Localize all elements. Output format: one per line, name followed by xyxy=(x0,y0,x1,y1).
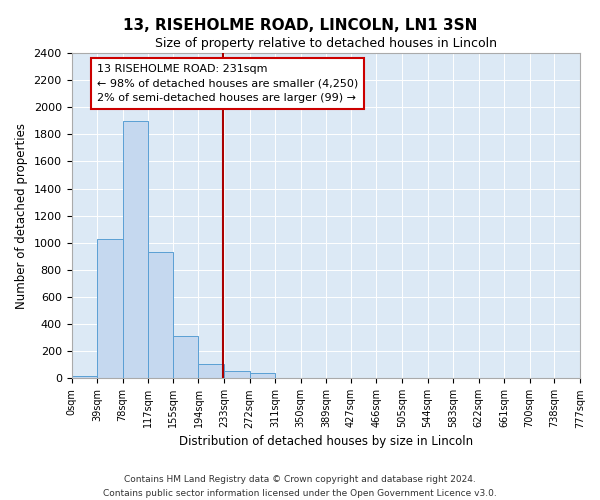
Bar xyxy=(173,336,199,378)
Text: 13, RISEHOLME ROAD, LINCOLN, LN1 3SN: 13, RISEHOLME ROAD, LINCOLN, LN1 3SN xyxy=(123,18,477,32)
Bar xyxy=(199,364,224,378)
Bar xyxy=(250,373,275,378)
Bar xyxy=(71,376,97,378)
Title: Size of property relative to detached houses in Lincoln: Size of property relative to detached ho… xyxy=(155,38,497,51)
Text: Contains HM Land Registry data © Crown copyright and database right 2024.
Contai: Contains HM Land Registry data © Crown c… xyxy=(103,476,497,498)
X-axis label: Distribution of detached houses by size in Lincoln: Distribution of detached houses by size … xyxy=(179,434,473,448)
Bar xyxy=(148,252,173,378)
Bar xyxy=(224,371,250,378)
Text: 13 RISEHOLME ROAD: 231sqm
← 98% of detached houses are smaller (4,250)
2% of sem: 13 RISEHOLME ROAD: 231sqm ← 98% of detac… xyxy=(97,64,358,104)
Bar xyxy=(97,240,122,378)
Bar xyxy=(122,121,148,378)
Y-axis label: Number of detached properties: Number of detached properties xyxy=(15,122,28,308)
